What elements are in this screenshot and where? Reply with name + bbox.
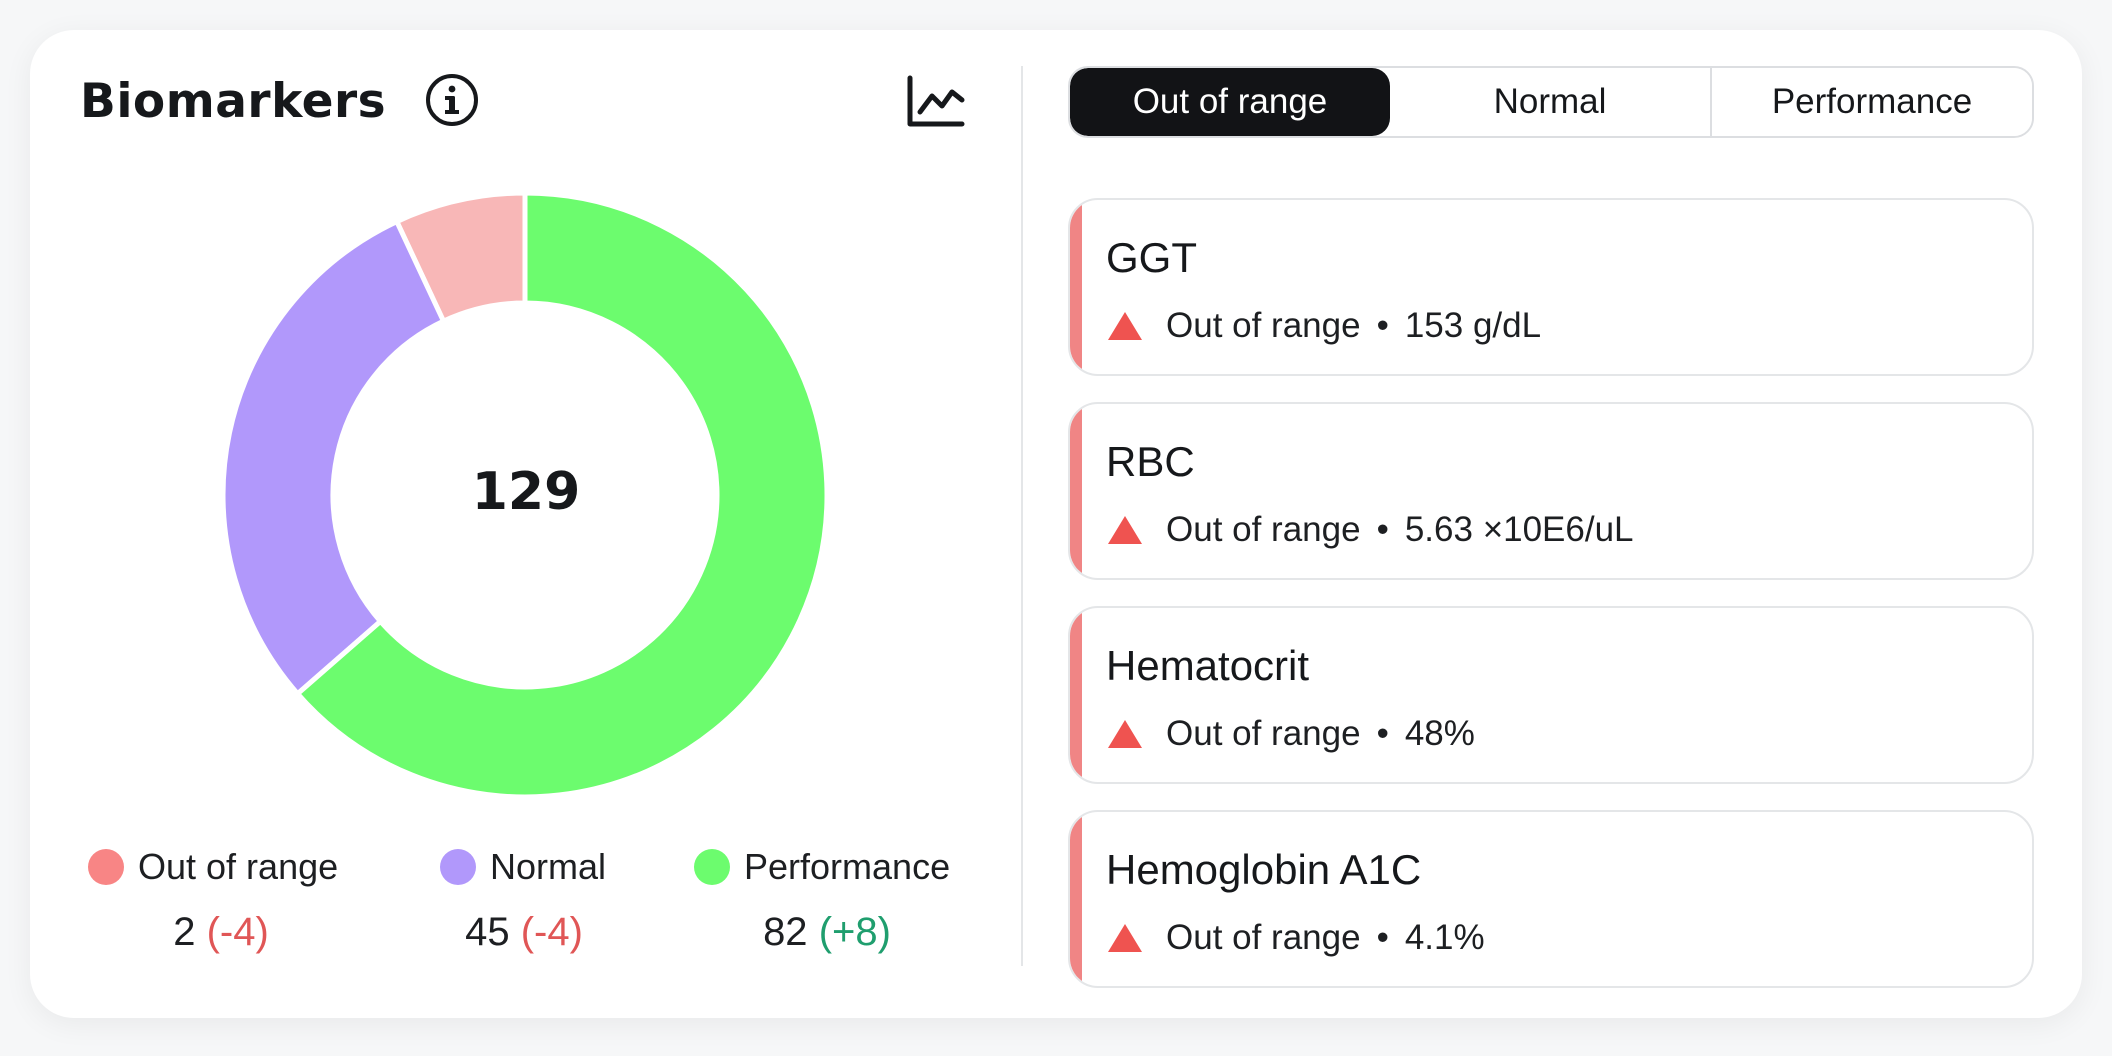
legend-dot-performance <box>694 849 730 885</box>
biomarker-name: RBC <box>1106 438 1195 485</box>
biomarker-status: Out of range • 5.63 ×10E6/uL <box>1106 510 1634 550</box>
donut-total-label: 129 <box>471 462 581 522</box>
legend-dot-out-of-range <box>88 849 124 885</box>
page-title: Biomarkers <box>80 74 387 129</box>
info-circle-icon[interactable] <box>424 72 480 128</box>
count-value: 45 <box>465 910 510 954</box>
legend-count-performance: 82 (+8) <box>763 910 891 955</box>
biomarker-card-ggt[interactable]: GGT Out of range • 153 g/dL <box>1068 198 2034 376</box>
legend-item-out-of-range: Out of range <box>88 846 338 888</box>
count-delta: (+8) <box>818 910 891 954</box>
legend-count-out-of-range: 2 (-4) <box>173 910 269 955</box>
panel-divider <box>1021 66 1023 966</box>
legend-item-normal: Normal <box>440 846 606 888</box>
donut-slice-performance <box>294 190 830 800</box>
biomarker-donut-chart <box>220 190 830 800</box>
bullet-separator: • <box>1376 714 1389 753</box>
filter-tabs: Out of range Normal Performance <box>1068 66 2034 138</box>
bullet-separator: • <box>1376 510 1389 549</box>
tab-out-of-range[interactable]: Out of range <box>1070 68 1390 136</box>
tab-performance[interactable]: Performance <box>1710 68 2032 136</box>
count-value: 82 <box>763 910 808 954</box>
bullet-separator: • <box>1376 306 1389 345</box>
bullet-separator: • <box>1376 918 1389 957</box>
legend-label: Normal <box>490 846 607 887</box>
biomarker-status: Out of range • 4.1% <box>1106 918 1485 958</box>
status-text: Out of range <box>1166 510 1361 549</box>
warning-triangle-icon <box>1108 924 1142 952</box>
count-value: 2 <box>173 910 196 954</box>
biomarker-status: Out of range • 153 g/dL <box>1106 306 1541 346</box>
biomarker-value: 5.63 ×10E6/uL <box>1404 510 1634 549</box>
status-text: Out of range <box>1166 306 1361 345</box>
count-delta: (-4) <box>520 910 583 954</box>
biomarker-name: Hemoglobin A1C <box>1106 846 1422 893</box>
legend-label: Performance <box>744 846 951 887</box>
legend-label: Out of range <box>138 846 339 887</box>
biomarker-card-hematocrit[interactable]: Hematocrit Out of range • 48% <box>1068 606 2034 784</box>
biomarker-value: 153 g/dL <box>1404 306 1542 345</box>
count-delta: (-4) <box>206 910 269 954</box>
line-chart-icon[interactable] <box>906 74 966 130</box>
warning-triangle-icon <box>1108 516 1142 544</box>
biomarker-card-rbc[interactable]: RBC Out of range • 5.63 ×10E6/uL <box>1068 402 2034 580</box>
warning-triangle-icon <box>1108 720 1142 748</box>
warning-triangle-icon <box>1108 312 1142 340</box>
donut-slice-normal <box>220 218 447 698</box>
status-text: Out of range <box>1166 714 1361 753</box>
biomarker-value: 48% <box>1404 714 1475 753</box>
status-text: Out of range <box>1166 918 1361 957</box>
biomarker-value: 4.1% <box>1404 918 1485 957</box>
legend-item-performance: Performance <box>694 846 950 888</box>
biomarker-name: GGT <box>1106 234 1197 281</box>
tab-normal[interactable]: Normal <box>1390 68 1710 136</box>
biomarker-card-hemoglobin-a1c[interactable]: Hemoglobin A1C Out of range • 4.1% <box>1068 810 2034 988</box>
legend-dot-normal <box>440 849 476 885</box>
biomarker-status: Out of range • 48% <box>1106 714 1475 754</box>
legend-count-normal: 45 (-4) <box>465 910 583 955</box>
biomarker-name: Hematocrit <box>1106 642 1310 689</box>
